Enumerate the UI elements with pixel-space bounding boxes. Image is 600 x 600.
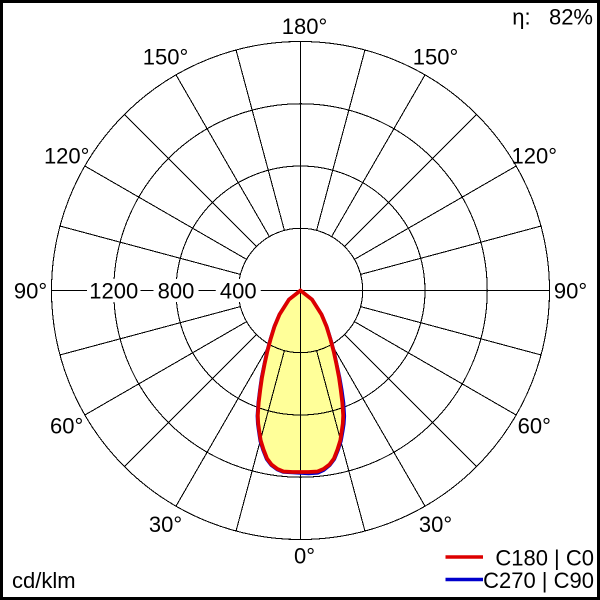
svg-text:800: 800 <box>158 278 195 303</box>
svg-text:180°: 180° <box>282 14 328 39</box>
svg-text:90°: 90° <box>554 278 587 303</box>
svg-text:150°: 150° <box>413 45 459 70</box>
svg-text:60°: 60° <box>50 413 83 438</box>
svg-text:C270 | C90: C270 | C90 <box>483 568 594 593</box>
svg-text:cd/klm: cd/klm <box>12 568 76 593</box>
svg-text:60°: 60° <box>518 413 551 438</box>
svg-text:120°: 120° <box>512 143 558 168</box>
svg-text:1200: 1200 <box>89 278 138 303</box>
svg-text:30°: 30° <box>419 512 452 537</box>
svg-text:400: 400 <box>220 278 257 303</box>
svg-text:η: 82%: η: 82% <box>512 5 593 30</box>
svg-text:30°: 30° <box>149 512 182 537</box>
svg-text:120°: 120° <box>44 143 90 168</box>
svg-text:150°: 150° <box>143 45 189 70</box>
svg-text:C180 | C0: C180 | C0 <box>495 546 594 571</box>
svg-text:90°: 90° <box>14 278 47 303</box>
svg-text:0°: 0° <box>294 543 315 568</box>
